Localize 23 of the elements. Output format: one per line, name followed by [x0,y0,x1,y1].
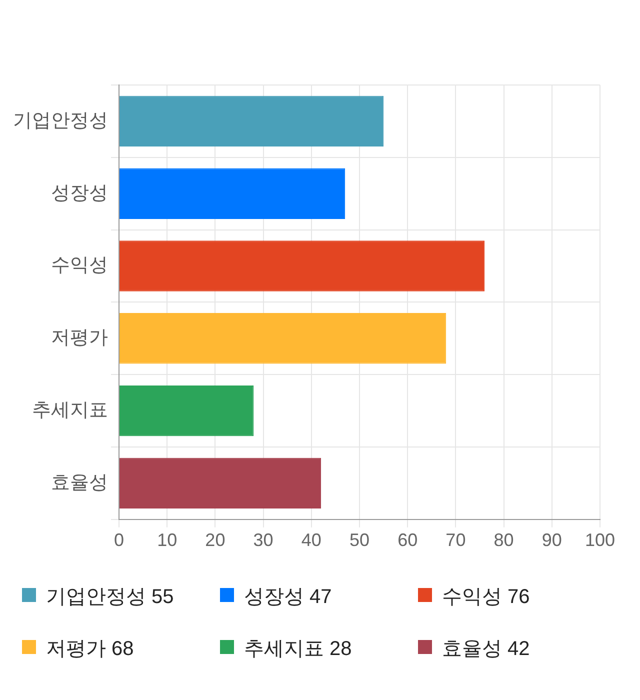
category-label: 저평가 68 [46,638,134,660]
y-tick-label: 추세지표 [32,400,108,422]
x-tick-label: 0 [114,530,124,550]
x-tick-label: 60 [398,530,418,550]
y-tick-label: 효율성 [51,472,108,494]
x-tick-label: 80 [494,530,514,550]
x-tick-label: 10 [157,530,178,550]
y-tick-label: 기업안정성 [13,110,108,132]
x-tick-label: 40 [301,530,322,550]
x-tick-label: 100 [584,530,616,550]
x-tick-label: 90 [542,530,562,550]
x-tick-label: 30 [253,530,274,550]
y-tick-label: 수익성 [51,255,108,276]
category-label: 수익성 76 [442,586,530,608]
x-tick-label: 20 [205,530,226,550]
y-tick-label: 저평가 [51,328,108,349]
category-label: 기업안정성 55 [46,586,174,608]
x-tick-label: 50 [349,530,370,550]
x-tick-label: 70 [446,530,466,550]
category-label: 추세지표 28 [244,638,352,660]
category-label: 성장성 47 [244,586,332,608]
category-label: 효율성 42 [442,638,530,660]
y-tick-label: 성장성 [51,182,108,204]
